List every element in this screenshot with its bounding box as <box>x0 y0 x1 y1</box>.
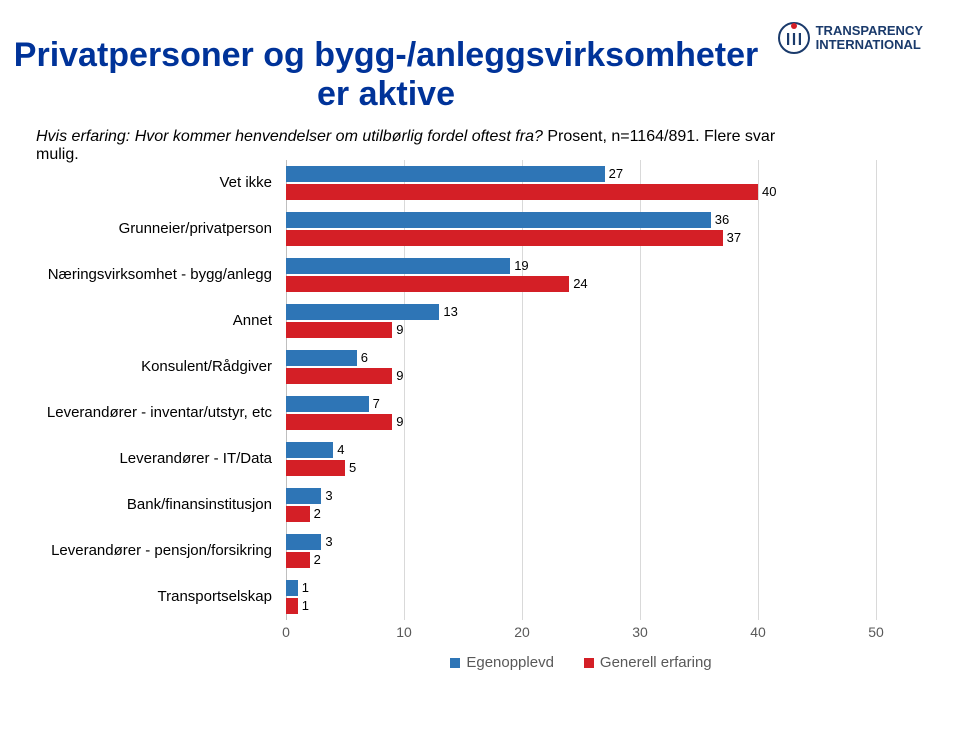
bar-egenopplevd <box>286 396 369 412</box>
value-label: 37 <box>727 230 741 246</box>
legend-swatch <box>584 658 594 668</box>
logo-line1: TRANSPARENCY <box>816 24 923 38</box>
bar-generell-erfaring <box>286 506 310 522</box>
legend: Egenopplevd Generell erfaring <box>286 654 876 671</box>
value-label: 9 <box>396 414 403 430</box>
value-label: 3 <box>325 534 332 550</box>
value-label: 3 <box>325 488 332 504</box>
category-label: Transportselskap <box>12 588 272 605</box>
value-label: 6 <box>361 350 368 366</box>
page-title: Privatpersoner og bygg-/anleggsvirksomhe… <box>6 36 766 114</box>
y-axis <box>286 160 287 620</box>
value-label: 19 <box>514 258 528 274</box>
bar-generell-erfaring <box>286 460 345 476</box>
x-tick-label: 40 <box>750 624 766 640</box>
category-label: Leverandører - inventar/utstyr, etc <box>12 404 272 421</box>
bar-generell-erfaring <box>286 322 392 338</box>
logo: TRANSPARENCY INTERNATIONAL <box>778 22 923 54</box>
value-label: 4 <box>337 442 344 458</box>
category-label: Konsulent/Rådgiver <box>12 358 272 375</box>
legend-item: Generell erfaring <box>584 654 712 671</box>
bar-egenopplevd <box>286 166 605 182</box>
value-label: 9 <box>396 322 403 338</box>
value-label: 9 <box>396 368 403 384</box>
value-label: 13 <box>443 304 457 320</box>
subtitle: Hvis erfaring: Hvor kommer henvendelser … <box>36 128 796 164</box>
category-label: Bank/finansinstitusjon <box>12 496 272 513</box>
x-tick-label: 30 <box>632 624 648 640</box>
legend-swatch <box>450 658 460 668</box>
value-label: 1 <box>302 580 309 596</box>
subtitle-italic: Hvis erfaring: Hvor kommer henvendelser … <box>36 128 543 145</box>
category-label: Annet <box>12 312 272 329</box>
bar-egenopplevd <box>286 350 357 366</box>
category-label: Grunneier/privatperson <box>12 220 272 237</box>
gridline <box>522 160 523 620</box>
logo-text: TRANSPARENCY INTERNATIONAL <box>816 24 923 53</box>
logo-mark-icon <box>778 22 810 54</box>
category-label: Vet ikke <box>12 174 272 191</box>
x-tick-label: 50 <box>868 624 884 640</box>
gridline <box>758 160 759 620</box>
bar-generell-erfaring <box>286 598 298 614</box>
x-tick-label: 10 <box>396 624 412 640</box>
bar-generell-erfaring <box>286 414 392 430</box>
value-label: 2 <box>314 552 321 568</box>
bar-generell-erfaring <box>286 276 569 292</box>
bar-egenopplevd <box>286 580 298 596</box>
chart: Vet ikkeGrunneier/privatpersonNæringsvir… <box>36 160 916 680</box>
value-label: 36 <box>715 212 729 228</box>
bar-egenopplevd <box>286 304 439 320</box>
value-label: 5 <box>349 460 356 476</box>
value-label: 27 <box>609 166 623 182</box>
bar-egenopplevd <box>286 442 333 458</box>
slide: TRANSPARENCY INTERNATIONAL Privatpersone… <box>0 0 959 737</box>
legend-item: Egenopplevd <box>450 654 554 671</box>
bar-egenopplevd <box>286 258 510 274</box>
value-label: 1 <box>302 598 309 614</box>
gridline <box>404 160 405 620</box>
bar-generell-erfaring <box>286 230 723 246</box>
bar-generell-erfaring <box>286 368 392 384</box>
bar-egenopplevd <box>286 534 321 550</box>
legend-label: Egenopplevd <box>466 654 554 671</box>
logo-line2: INTERNATIONAL <box>816 38 923 52</box>
value-label: 40 <box>762 184 776 200</box>
category-label: Leverandører - IT/Data <box>12 450 272 467</box>
category-label: Næringsvirksomhet - bygg/anlegg <box>12 266 272 283</box>
value-label: 2 <box>314 506 321 522</box>
value-label: 24 <box>573 276 587 292</box>
x-tick-label: 20 <box>514 624 530 640</box>
bar-egenopplevd <box>286 488 321 504</box>
legend-label: Generell erfaring <box>600 654 712 671</box>
category-label: Leverandører - pensjon/forsikring <box>12 542 272 559</box>
gridline <box>876 160 877 620</box>
x-tick-label: 0 <box>282 624 290 640</box>
gridline <box>640 160 641 620</box>
bar-egenopplevd <box>286 212 711 228</box>
bar-generell-erfaring <box>286 552 310 568</box>
bar-generell-erfaring <box>286 184 758 200</box>
plot-area: 01020304050274036371924139697945323211Eg… <box>286 160 876 640</box>
value-label: 7 <box>373 396 380 412</box>
